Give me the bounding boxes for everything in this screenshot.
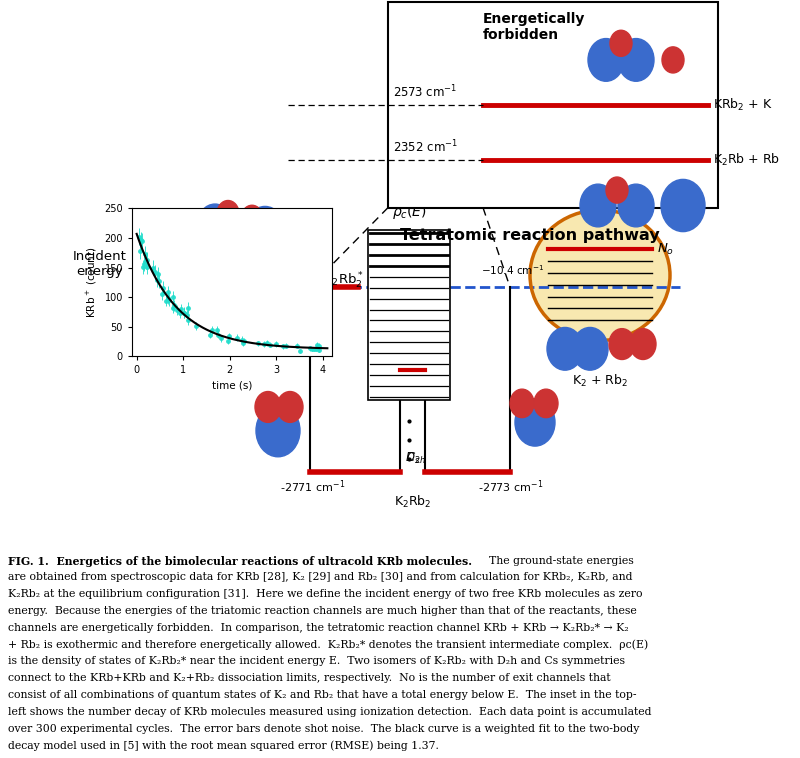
Text: $N_o$: $N_o$ bbox=[657, 242, 674, 257]
Text: K$_2$Rb + Rb: K$_2$Rb + Rb bbox=[713, 152, 780, 168]
Circle shape bbox=[610, 30, 632, 56]
Circle shape bbox=[618, 39, 654, 81]
Text: -2771 cm$^{-1}$: -2771 cm$^{-1}$ bbox=[279, 478, 345, 495]
Text: $D_{2h}$: $D_{2h}$ bbox=[405, 451, 426, 466]
Text: connect to the KRb+KRb and K₂+Rb₂ dissociation limits, respectively.  No is the : connect to the KRb+KRb and K₂+Rb₂ dissoc… bbox=[8, 673, 610, 683]
Text: Energetics of the bimolecular reactions of ultracold KRb molecules.: Energetics of the bimolecular reactions … bbox=[49, 556, 472, 567]
Text: -2773 cm$^{-1}$: -2773 cm$^{-1}$ bbox=[478, 478, 543, 495]
Text: K$_2$Rb$_2$: K$_2$Rb$_2$ bbox=[394, 493, 431, 509]
Circle shape bbox=[256, 405, 300, 457]
Circle shape bbox=[241, 205, 263, 231]
Text: 0 cm$^{-1}$: 0 cm$^{-1}$ bbox=[246, 302, 290, 318]
Text: over 300 experimental cycles.  The error bars denote shot noise.  The black curv: over 300 experimental cycles. The error … bbox=[8, 723, 639, 734]
Text: KRb$_2$ + K: KRb$_2$ + K bbox=[713, 97, 773, 113]
Circle shape bbox=[510, 389, 534, 418]
Text: $-10.4$ cm$^{-1}$: $-10.4$ cm$^{-1}$ bbox=[481, 263, 544, 277]
Text: K$_2$Rb$_2^*$: K$_2$Rb$_2^*$ bbox=[323, 271, 364, 291]
Circle shape bbox=[245, 206, 285, 254]
Text: K₂Rb₂ at the equilibrium configuration [31].  Here we define the incident energy: K₂Rb₂ at the equilibrium configuration [… bbox=[8, 589, 642, 600]
Circle shape bbox=[217, 201, 239, 227]
Text: are obtained from spectroscopic data for KRb [28], K₂ [29] and Rb₂ [30] and from: are obtained from spectroscopic data for… bbox=[8, 572, 633, 582]
Text: + Rb₂ is exothermic and therefore energetically allowed.  K₂Rb₂* denotes the tra: + Rb₂ is exothermic and therefore energe… bbox=[8, 640, 648, 650]
Text: K$_2$ + Rb$_2$: K$_2$ + Rb$_2$ bbox=[572, 372, 628, 389]
Circle shape bbox=[197, 204, 233, 247]
Circle shape bbox=[588, 39, 624, 81]
Text: $\rho_c(E)$: $\rho_c(E)$ bbox=[391, 202, 426, 221]
Circle shape bbox=[547, 327, 583, 370]
Text: 2573 cm$^{-1}$: 2573 cm$^{-1}$ bbox=[393, 83, 457, 100]
Text: KRb + KRb: KRb + KRb bbox=[234, 321, 302, 334]
Circle shape bbox=[515, 399, 555, 446]
Text: is the density of states of K₂Rb₂* near the incident energy E.  Two isomers of K: is the density of states of K₂Rb₂* near … bbox=[8, 656, 625, 666]
Bar bbox=[388, 2, 718, 208]
Circle shape bbox=[534, 389, 558, 418]
Text: $C_s$: $C_s$ bbox=[406, 451, 420, 466]
Circle shape bbox=[618, 184, 654, 227]
Circle shape bbox=[661, 180, 705, 232]
Circle shape bbox=[630, 329, 656, 359]
Text: Incident
energy: Incident energy bbox=[73, 249, 127, 277]
X-axis label: time (s): time (s) bbox=[212, 381, 252, 391]
Circle shape bbox=[606, 177, 628, 203]
Circle shape bbox=[572, 327, 608, 370]
Text: -1604 cm$^{-1}$: -1604 cm$^{-1}$ bbox=[380, 348, 446, 365]
Text: Tetratomic reaction pathway: Tetratomic reaction pathway bbox=[400, 228, 660, 243]
Circle shape bbox=[580, 184, 616, 227]
Text: 2352 cm$^{-1}$: 2352 cm$^{-1}$ bbox=[393, 139, 458, 155]
Text: energy.  Because the energies of the triatomic reaction channels are much higher: energy. Because the energies of the tria… bbox=[8, 606, 637, 616]
Text: channels are energetically forbidden.  In comparison, the tetratomic reaction ch: channels are energetically forbidden. In… bbox=[8, 623, 629, 633]
Ellipse shape bbox=[530, 210, 670, 340]
Circle shape bbox=[662, 47, 684, 73]
Circle shape bbox=[277, 392, 303, 422]
Text: The ground-state energies: The ground-state energies bbox=[482, 556, 634, 565]
Bar bbox=[368, 230, 450, 399]
Circle shape bbox=[255, 392, 281, 422]
Text: consist of all combinations of quantum states of K₂ and Rb₂ that have a total en: consist of all combinations of quantum s… bbox=[8, 690, 637, 700]
Text: FIG. 1.: FIG. 1. bbox=[8, 556, 49, 567]
Circle shape bbox=[609, 329, 635, 359]
Text: left shows the number decay of KRb molecules measured using ionization detection: left shows the number decay of KRb molec… bbox=[8, 706, 651, 717]
Y-axis label: KRb$^+$ (count): KRb$^+$ (count) bbox=[85, 246, 98, 318]
Text: Energetically
forbidden: Energetically forbidden bbox=[483, 12, 586, 42]
Text: decay model used in [5] with the root mean squared error (RMSE) being 1.37.: decay model used in [5] with the root me… bbox=[8, 741, 439, 751]
